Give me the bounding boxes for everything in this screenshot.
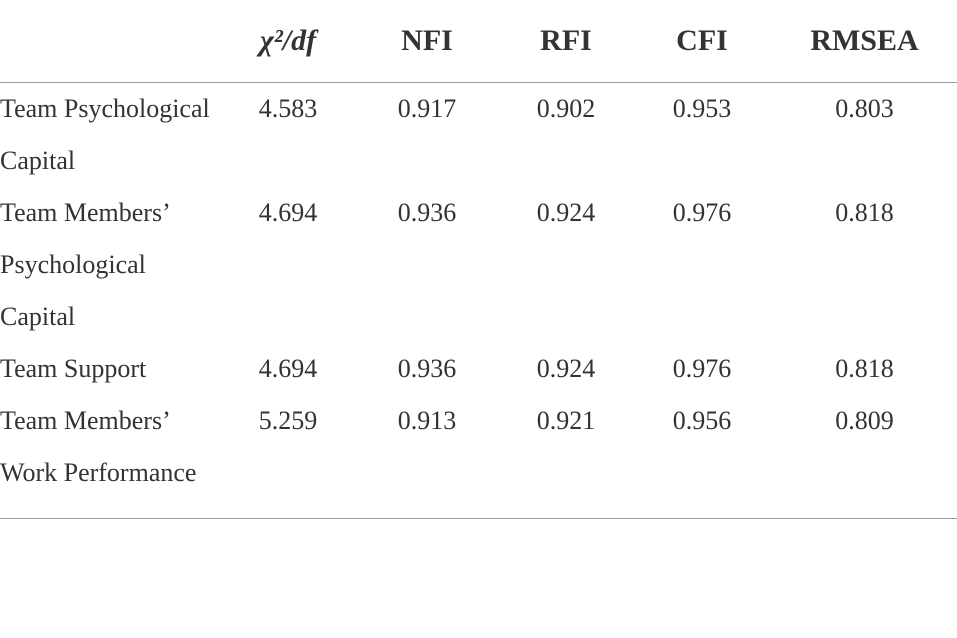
row-label: Team Members’ Psychological Capital (0, 198, 169, 331)
column-header: RMSEA (772, 0, 957, 83)
cell: 0.917 (397, 94, 457, 123)
cell: 0.809 (772, 395, 957, 519)
cell: 4.694 (258, 354, 318, 383)
table-row: Team Support 4.694 0.936 0.924 0.976 0.818 (0, 343, 957, 395)
cell: 0.936 (397, 354, 457, 383)
cell: 0.921 (500, 395, 632, 519)
column-header: NFI (354, 0, 500, 83)
results-table: χ²/df NFI RFI CFI RMSEA Team Psychological C… (0, 0, 957, 519)
cell: 0.976 (672, 198, 732, 227)
table-row: Team Members’ Work Performance 5.259 0.913… (0, 395, 957, 519)
cell: 0.818 (835, 354, 894, 383)
column-header: χ²/df (222, 0, 354, 83)
cell: 0.818 (835, 198, 894, 227)
table-row: Team Members’ Psychological Capital 4.694… (0, 187, 957, 343)
cell: 0.924 (536, 198, 596, 227)
cell: 0.902 (536, 94, 596, 123)
row-label: Team Members’ Work Performance (0, 395, 222, 519)
header-row: χ²/df NFI RFI CFI RMSEA (0, 0, 957, 83)
cell: 0.913 (354, 395, 500, 519)
row-label: Team Psychological Capital (0, 94, 210, 175)
column-header (0, 0, 222, 83)
row-label: Team Support (0, 354, 147, 383)
cell: 4.694 (258, 198, 318, 227)
table-body: Team Psychological Capital 4.583 0.917 0.90… (0, 83, 957, 519)
cell: 0.936 (397, 198, 457, 227)
column-header: RFI (500, 0, 632, 83)
column-header: CFI (632, 0, 772, 83)
cell: 5.259 (222, 395, 354, 519)
table-row: Team Psychological Capital 4.583 0.917 0.90… (0, 83, 957, 188)
cell: 0.953 (672, 94, 732, 123)
cell: 0.976 (672, 354, 732, 383)
cell: 4.583 (258, 94, 318, 123)
cell: 0.924 (536, 354, 596, 383)
cell: 0.956 (632, 395, 772, 519)
cell: 0.803 (835, 94, 894, 123)
